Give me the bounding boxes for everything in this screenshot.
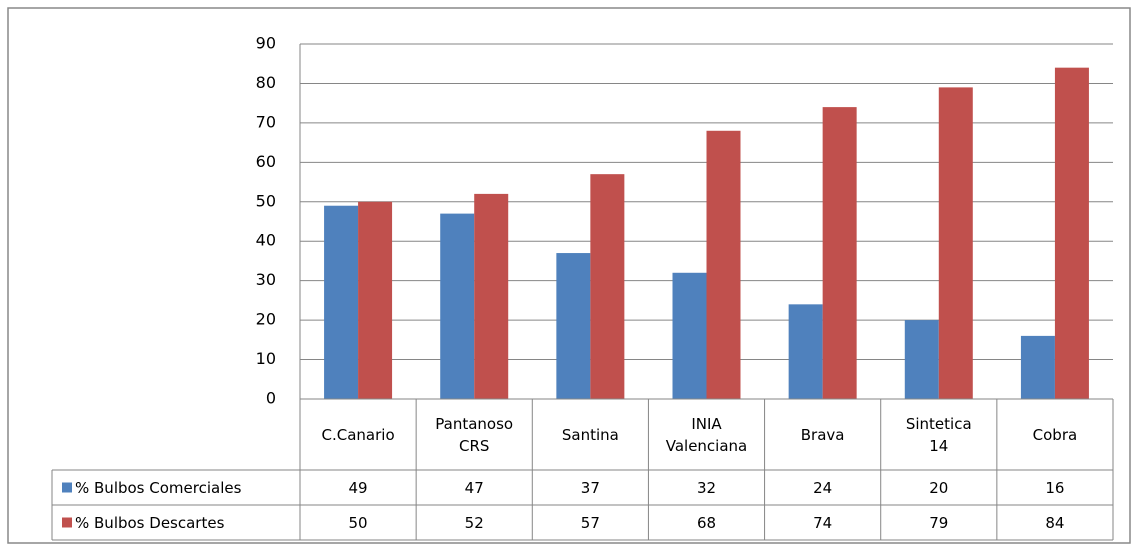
value-label-box: 68	[648, 505, 764, 540]
category-label: Brava	[800, 425, 845, 444]
category-label-cell: Brava	[765, 399, 881, 470]
bar	[1020, 335, 1055, 399]
category-label-box: Sintetica 14	[881, 399, 997, 470]
bar	[706, 130, 741, 399]
category-label-box: INIA Valenciana	[648, 399, 764, 470]
value-label-box: 32	[648, 470, 764, 505]
value-label-cell: 32	[648, 470, 764, 505]
y-tick-label: 90	[256, 34, 276, 53]
y-tick-label: 20	[256, 310, 276, 329]
value-label-box: 84	[997, 505, 1113, 540]
bar	[358, 201, 393, 399]
category-label-cell: Cobra	[997, 399, 1113, 470]
y-tick-label: 70	[256, 112, 276, 131]
legend-label: % Bulbos Descartes	[75, 514, 225, 532]
bar	[474, 193, 509, 399]
category-label-cell: C.Canario	[300, 399, 416, 470]
value-label: 37	[580, 478, 600, 497]
y-tick-label: 10	[256, 349, 276, 368]
category-label-box: C.Canario	[300, 399, 416, 470]
value-label-cell: 37	[532, 470, 648, 505]
y-tick-label: 40	[256, 231, 276, 250]
value-label-box: 20	[881, 470, 997, 505]
bar	[324, 205, 359, 399]
value-label-cell: 68	[648, 505, 764, 540]
category-label-box: Santina	[532, 399, 648, 470]
value-label: 16	[1045, 478, 1065, 497]
value-label-cell: 57	[532, 505, 648, 540]
value-label-cell: 20	[881, 470, 997, 505]
value-label-box: 24	[765, 470, 881, 505]
value-label-cell: 52	[416, 505, 532, 540]
value-label-box: 47	[416, 470, 532, 505]
value-label: 24	[813, 478, 833, 497]
category-label: Sintetica 14	[905, 414, 972, 455]
value-label-box: 37	[532, 470, 648, 505]
bar	[904, 320, 939, 399]
bar	[788, 304, 823, 399]
value-label-box: 57	[532, 505, 648, 540]
value-label: 20	[929, 478, 949, 497]
category-label: Santina	[561, 425, 619, 444]
category-label-box: Brava	[765, 399, 881, 470]
value-label: 57	[580, 513, 600, 532]
y-tick-label: 0	[266, 389, 276, 408]
y-tick-label: 50	[256, 191, 276, 210]
category-label: INIA Valenciana	[665, 414, 748, 455]
value-label: 79	[929, 513, 949, 532]
bar	[822, 107, 857, 399]
value-label-cell: 74	[765, 505, 881, 540]
value-label: 68	[696, 513, 717, 532]
value-label-cell: 47	[416, 470, 532, 505]
value-label-cell: 84	[997, 505, 1113, 540]
value-label-box: 16	[997, 470, 1113, 505]
bar	[938, 87, 973, 399]
value-label-cell: 16	[997, 470, 1113, 505]
value-label: 32	[696, 478, 717, 497]
category-label: Pantanoso CRS	[435, 414, 514, 455]
category-label: Cobra	[1032, 425, 1078, 444]
value-label-cell: 50	[300, 505, 416, 540]
category-label-cell: INIA Valenciana	[648, 399, 764, 470]
bar	[1054, 67, 1089, 400]
value-label: 74	[813, 513, 833, 532]
legend-swatch	[62, 482, 72, 493]
category-label-cell: Santina	[532, 399, 648, 470]
value-label-cell: 49	[300, 470, 416, 505]
legend-swatch	[62, 517, 72, 528]
category-label: C.Canario	[321, 425, 395, 444]
bar	[440, 213, 475, 399]
category-label-cell: Pantanoso CRS	[416, 399, 532, 470]
category-label-box: Cobra	[997, 399, 1113, 470]
category-label-cell: Sintetica 14	[881, 399, 997, 470]
bar	[590, 174, 625, 399]
category-label-box: Pantanoso CRS	[416, 399, 532, 470]
value-label-box: 52	[416, 505, 532, 540]
value-label: 50	[348, 513, 368, 532]
value-label-cell: 79	[881, 505, 997, 540]
y-tick-label: 80	[256, 73, 276, 92]
value-label: 52	[464, 513, 484, 532]
legend-label: % Bulbos Comerciales	[75, 479, 242, 497]
value-label-box: 79	[881, 505, 997, 540]
value-label-box: 74	[765, 505, 881, 540]
y-tick-label: 60	[256, 152, 276, 171]
value-label: 49	[348, 478, 368, 497]
y-tick-label: 30	[256, 270, 276, 289]
value-label-box: 50	[300, 505, 416, 540]
value-label-box: 49	[300, 470, 416, 505]
bar	[672, 272, 707, 399]
value-label: 84	[1045, 513, 1065, 532]
value-label: 47	[464, 478, 484, 497]
value-label-cell: 24	[765, 470, 881, 505]
bar	[556, 253, 591, 399]
